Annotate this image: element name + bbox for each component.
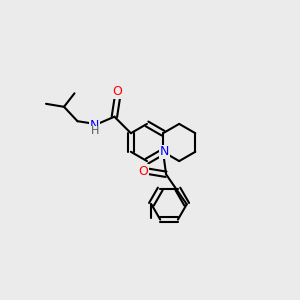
Text: N: N [90, 119, 99, 132]
Text: O: O [138, 165, 148, 178]
Text: H: H [90, 126, 99, 136]
Text: O: O [112, 85, 122, 98]
Text: N: N [160, 145, 169, 158]
